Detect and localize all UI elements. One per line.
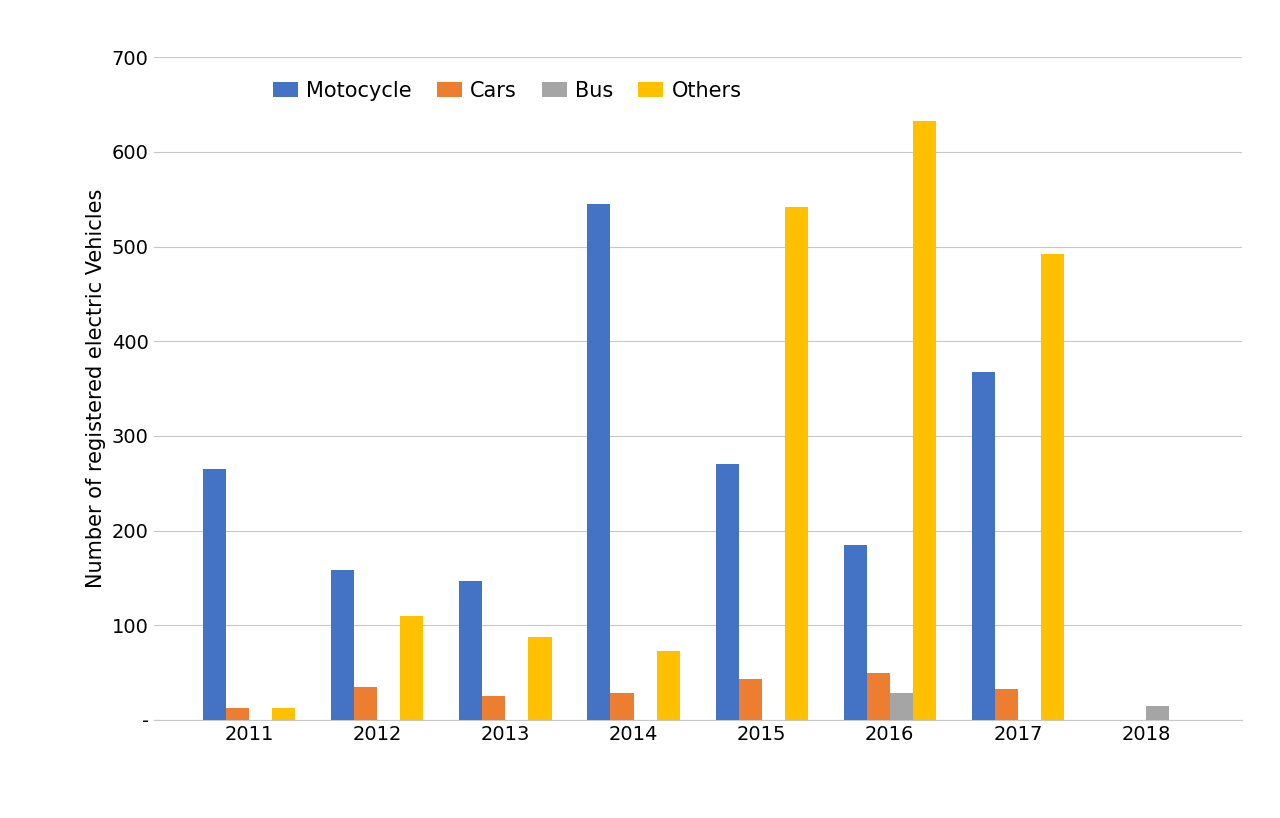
Bar xyxy=(739,679,762,720)
Bar xyxy=(716,465,739,720)
Bar xyxy=(844,545,867,720)
Bar xyxy=(972,371,995,720)
Bar xyxy=(1146,706,1169,720)
Bar xyxy=(332,570,355,720)
Bar xyxy=(657,651,680,720)
Bar xyxy=(355,687,378,720)
Bar xyxy=(460,581,483,720)
Bar xyxy=(483,696,506,720)
Bar xyxy=(995,689,1018,720)
Bar xyxy=(273,708,296,720)
Bar xyxy=(588,204,611,720)
Bar xyxy=(529,636,552,720)
Bar xyxy=(401,616,424,720)
Bar xyxy=(867,672,890,720)
Bar xyxy=(204,469,227,720)
Legend: Motocycle, Cars, Bus, Others: Motocycle, Cars, Bus, Others xyxy=(273,81,742,101)
Y-axis label: Number of registered electric Vehicles: Number of registered electric Vehicles xyxy=(86,189,106,588)
Bar xyxy=(785,207,808,720)
Bar xyxy=(913,121,936,720)
Bar xyxy=(611,694,634,720)
Bar xyxy=(1041,254,1064,720)
Bar xyxy=(227,708,250,720)
Bar xyxy=(890,694,913,720)
